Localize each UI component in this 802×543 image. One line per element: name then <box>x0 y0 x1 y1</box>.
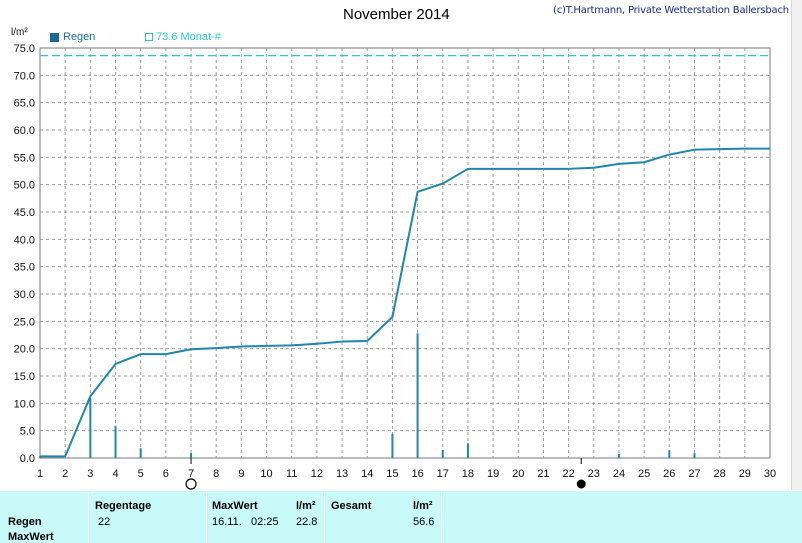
x-tick-label: 5 <box>138 468 144 480</box>
daily-rain-bar <box>391 433 394 458</box>
y-tick-label: 0.0 <box>20 453 35 465</box>
y-tick-label: 55.0 <box>14 152 35 164</box>
chart-title: November 2014 <box>343 6 450 23</box>
x-tick-label: 9 <box>238 468 244 480</box>
x-tick-label: 10 <box>260 468 272 480</box>
maxwert-time: 02:25 <box>251 516 279 528</box>
x-tick-label: 20 <box>512 468 524 480</box>
y-axis-unit: l/m² <box>11 27 28 38</box>
y-axis-labels: 0.0 5.0 10.0 15.0 20.0 25.0 30.0 35.0 40.0 45.0 50… <box>14 43 35 465</box>
stats-divider <box>324 493 325 543</box>
x-tick-label: 11 <box>286 468 297 480</box>
regentage-value: 22 <box>98 516 111 528</box>
x-axis-labels: 1 2 3 4 5 6 7 8 9 10 11 12 13 14 15 16 17 18 19 20 21 22 23 24 2… <box>37 468 776 480</box>
x-tick-label: 4 <box>112 468 118 480</box>
x-tick-label: 6 <box>163 468 169 480</box>
daily-rain-bar <box>114 425 117 458</box>
y-tick-label: 45.0 <box>14 207 35 219</box>
day-markers <box>185 458 586 490</box>
legend-monat-swatch-icon <box>145 33 153 41</box>
daily-rain-bar <box>441 449 444 458</box>
x-tick-label: 7 <box>188 468 194 480</box>
open-circle-marker <box>185 478 197 490</box>
x-tick-label: 24 <box>613 468 625 480</box>
regentage-header: Regentage <box>95 500 152 512</box>
daily-rain-bar <box>693 453 696 458</box>
x-tick-label: 15 <box>386 468 398 480</box>
y-tick-label: 40.0 <box>14 234 35 246</box>
x-tick-label: 18 <box>462 468 474 480</box>
stats-divider <box>88 493 89 543</box>
stats-row-label-maxwert: MaxWert <box>8 531 54 543</box>
x-tick-label: 12 <box>311 468 323 480</box>
x-tick-label: 28 <box>714 468 726 480</box>
x-tick-label: 29 <box>739 468 751 480</box>
legend-monat: 73.6 Monat-# <box>145 31 221 43</box>
x-tick-label: 21 <box>537 468 549 480</box>
y-tick-label: 30.0 <box>14 289 35 301</box>
x-tick-label: 27 <box>688 468 700 480</box>
legend-regen-label: Regen <box>63 31 96 43</box>
maxwert-unit: l/m² <box>296 500 316 512</box>
cumulative-rain-line <box>40 147 770 458</box>
daily-rain-bar <box>466 443 469 458</box>
stats-divider <box>441 493 442 543</box>
x-tick-label: 3 <box>87 468 93 480</box>
maxwert-date: 16.11. <box>212 516 242 528</box>
x-tick-label: 8 <box>213 468 219 480</box>
x-tick-label: 16 <box>411 468 423 480</box>
y-tick-label: 5.0 <box>20 426 35 438</box>
daily-rain-bar <box>617 454 620 458</box>
y-tick-label: 20.0 <box>14 344 35 356</box>
y-tick-label: 60.0 <box>14 125 35 137</box>
x-tick-label: 30 <box>764 468 776 480</box>
x-tick-label: 14 <box>361 468 373 480</box>
maxwert-header: MaxWert <box>212 500 258 512</box>
daily-rain-bars <box>39 333 696 458</box>
x-tick-label: 26 <box>663 468 675 480</box>
copyright-text: (c)T.Hartmann, Private Wetterstation Bal… <box>553 5 789 16</box>
x-tick-label: 17 <box>437 468 449 480</box>
daily-rain-bar <box>89 397 92 458</box>
y-tick-label: 35.0 <box>14 262 35 274</box>
maxwert-value: 22.8 <box>296 516 318 528</box>
gesamt-value: 56.6 <box>413 516 435 528</box>
x-tick-label: 13 <box>336 468 348 480</box>
x-tick-label: 22 <box>562 468 574 480</box>
y-tick-label: 65.0 <box>14 98 35 110</box>
vertical-scrollbar[interactable] <box>791 0 802 490</box>
legend-regen-swatch-icon <box>50 32 59 42</box>
daily-rain-bar <box>139 448 142 458</box>
gesamt-header: Gesamt <box>331 500 372 512</box>
stats-divider <box>206 493 207 543</box>
x-tick-label: 23 <box>588 468 600 480</box>
daily-rain-bar <box>416 333 419 458</box>
legend-monat-label: 73.6 Monat-# <box>156 31 221 43</box>
stats-panel: Regen MaxWert Regentage 22 MaxWert l/m² … <box>0 491 802 543</box>
stats-row-label-regen: Regen <box>8 516 42 528</box>
filled-circle-marker <box>576 479 586 489</box>
y-tick-label: 15.0 <box>14 371 35 383</box>
x-tick-label: 19 <box>487 468 499 480</box>
rain-chart: 0.0 5.0 10.0 15.0 20.0 25.0 30.0 35.0 40.0 45.0 50… <box>14 43 776 490</box>
daily-rain-bar <box>668 450 671 458</box>
daily-rain-bar <box>190 453 193 458</box>
grid <box>40 48 770 458</box>
cumulative-line-series <box>40 147 770 458</box>
legend-regen: Regen <box>50 31 95 43</box>
x-tick-label: 25 <box>638 468 650 480</box>
gesamt-unit: l/m² <box>413 500 433 512</box>
y-tick-label: 75.0 <box>14 43 35 55</box>
x-tick-label: 2 <box>62 468 68 480</box>
y-tick-label: 10.0 <box>14 398 35 410</box>
y-tick-label: 25.0 <box>14 316 35 328</box>
x-tick-label: 1 <box>37 468 43 480</box>
y-tick-label: 50.0 <box>14 180 35 192</box>
y-tick-label: 70.0 <box>14 70 35 82</box>
